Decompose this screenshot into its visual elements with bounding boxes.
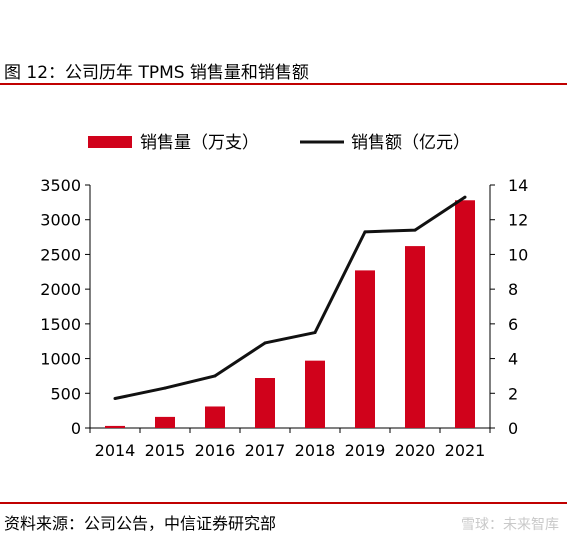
y-right-tick-label: 14 — [508, 176, 528, 195]
y-right-tick-label: 12 — [508, 211, 528, 230]
y-right-tick-label: 10 — [508, 245, 528, 264]
figure-title: 图 12：公司历年 TPMS 销售量和销售额 — [4, 63, 309, 83]
sales-amount-line — [114, 195, 466, 400]
x-tick-label: 2021 — [445, 441, 486, 460]
bar — [255, 378, 275, 428]
y-right-tick-label: 2 — [508, 384, 518, 403]
y-left-tick-label: 0 — [71, 419, 81, 438]
bar — [405, 246, 425, 428]
y-left-tick-label: 500 — [50, 384, 81, 403]
source-note: 资料来源：公司公告，中信证券研究部 — [4, 514, 277, 533]
y-right-tick-label: 8 — [508, 280, 518, 299]
y-left-tick-label: 1000 — [40, 350, 81, 369]
bar — [305, 360, 325, 428]
legend-line-label: 销售额（亿元） — [351, 133, 470, 153]
bar — [105, 425, 125, 428]
x-tick-label: 2017 — [245, 441, 286, 460]
watermark: 雪球：未来智库 — [461, 517, 559, 533]
bar — [155, 416, 175, 428]
bar — [205, 406, 225, 428]
x-tick-label: 2020 — [395, 441, 436, 460]
legend-bar-swatch — [88, 136, 132, 148]
y-left-tick-label: 3000 — [40, 211, 81, 230]
x-tick-label: 2015 — [145, 441, 186, 460]
x-tick-label: 2016 — [195, 441, 236, 460]
bar — [355, 270, 375, 428]
y-right-tick-label: 0 — [508, 419, 518, 438]
line-point — [263, 341, 267, 345]
x-tick-label: 2014 — [95, 441, 136, 460]
bar — [455, 200, 475, 428]
y-left-tick-label: 1500 — [40, 315, 81, 334]
y-left-tick-label: 2500 — [40, 245, 81, 264]
line-point — [213, 374, 217, 378]
line-point — [313, 331, 317, 335]
line-point — [113, 396, 117, 400]
line-point — [463, 195, 467, 199]
x-tick-label: 2019 — [345, 441, 386, 460]
line-point — [163, 386, 167, 390]
legend-bar-label: 销售量（万支） — [140, 133, 259, 153]
x-tick-label: 2018 — [295, 441, 336, 460]
y-right-tick-label: 6 — [508, 315, 518, 334]
y-left-tick-label: 2000 — [40, 280, 81, 299]
y-right-tick-label: 4 — [508, 350, 518, 369]
line-point — [363, 230, 367, 234]
title-rule — [0, 83, 567, 85]
line-point — [413, 228, 417, 232]
y-left-tick-label: 3500 — [40, 176, 81, 195]
source-rule — [0, 502, 567, 504]
